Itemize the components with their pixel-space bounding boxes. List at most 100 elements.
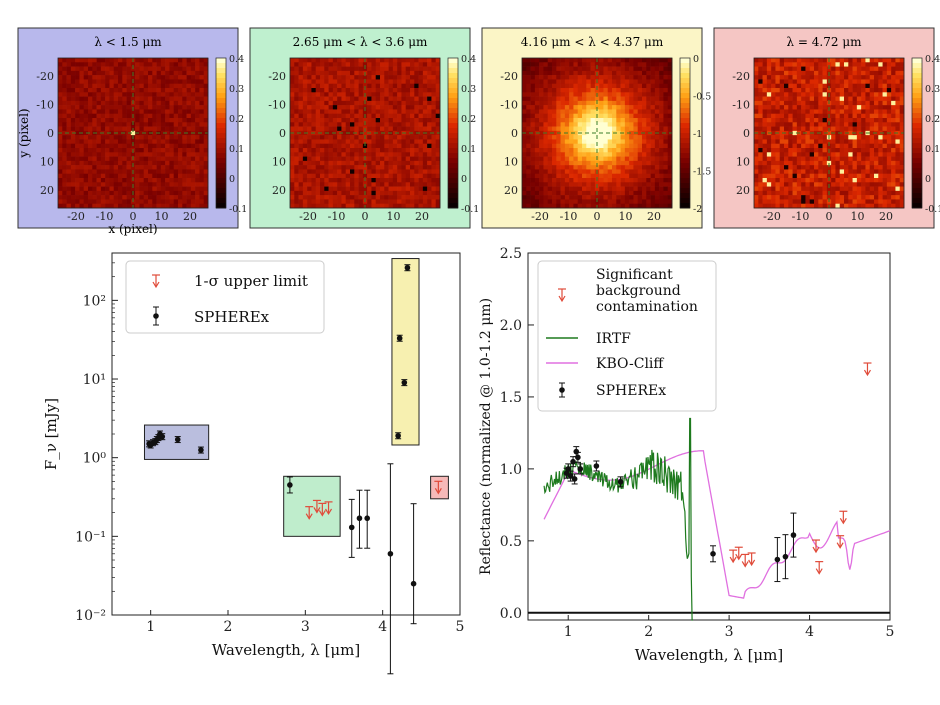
panel-title: 4.16 μm < λ < 4.37 μm: [521, 35, 664, 49]
x-tick-label: 1: [564, 624, 573, 640]
panel-title: 2.65 μm < λ < 3.6 μm: [293, 35, 428, 49]
x-tick-label: 0: [594, 210, 601, 223]
y-tick-label: 2.0: [500, 318, 522, 334]
data-point: [577, 466, 584, 472]
y-tick-label: 10: [40, 156, 54, 169]
legend: 1-σ upper limit SPHEREx: [125, 260, 325, 334]
x-tick-label: 20: [647, 210, 661, 223]
y-tick-label: -20: [268, 70, 286, 83]
image-panel-4: λ = 4.72 μm -20 -20 -10 -10 0 0 10 10 20 20 0.4 0.3 0…: [713, 27, 940, 229]
flux-chart: 1 2 3 4 5 10⁻² 10⁻¹ 10⁰ 10¹ 10² Wavelength, λ [μm]…: [42, 252, 465, 675]
data-point: [570, 458, 576, 465]
y-tick-label: 10⁻¹: [75, 529, 106, 545]
data-point: [571, 476, 578, 482]
y-tick-label: 10: [272, 156, 286, 169]
irtf-curve: [543, 417, 693, 621]
y-tick-label: 1.0: [500, 462, 522, 478]
legend-box: [125, 260, 325, 334]
y-tick-label: 0.0: [500, 606, 522, 622]
data-point: [348, 524, 355, 531]
data-point: [567, 473, 574, 479]
x-tick-label: -20: [763, 210, 781, 223]
image-panel-2: 2.65 μm < λ < 3.6 μm -20 -20 -10 -10 0 0 10 10 20…: [249, 27, 496, 229]
data-point: [774, 556, 781, 563]
colorbar-tick: 0.4: [229, 54, 244, 65]
x-tick-label: 10: [619, 210, 633, 223]
data-point: [159, 433, 166, 440]
x-tick-label: 1: [146, 619, 155, 635]
x-tick-label: -10: [792, 210, 810, 223]
data-point: [174, 436, 181, 443]
colorbar-tick: 0.2: [925, 114, 940, 125]
highlight-box: [430, 475, 449, 500]
x-tick-label: 2: [224, 619, 233, 635]
colorbar-tick: 0: [925, 174, 931, 185]
y-tick-label: 20: [736, 184, 750, 197]
data-point: [710, 550, 716, 557]
y-tick-label: -20: [500, 70, 518, 83]
x-tick-label: 3: [725, 624, 734, 640]
image-panel-3: 4.16 μm < λ < 4.37 μm-20-20-10-100010102…: [481, 27, 728, 229]
colorbar-tick: 0.3: [925, 84, 940, 95]
x-tick-label: 3: [301, 619, 310, 635]
colorbar-tick: 0.3: [461, 84, 476, 95]
y-tick-label: 0: [511, 127, 518, 140]
colorbar-tick: -2: [693, 204, 702, 215]
x-tick-label: 5: [886, 624, 895, 640]
colorbar-tick: 0.2: [461, 114, 476, 125]
y-tick-label: -20: [732, 70, 750, 83]
y-tick-label: 20: [504, 184, 518, 197]
colorbar-tick: 0.4: [461, 54, 476, 65]
y-axis-label: Reflectance (normalized @ 1.0-1.2 μm): [478, 298, 494, 575]
kbo-cliff-curve: [543, 450, 891, 599]
data-point: [404, 264, 411, 271]
y-axis-label: y (pixel): [17, 108, 31, 158]
legend-label: 1-σ upper limit: [194, 272, 308, 290]
data-point: [782, 553, 789, 560]
colorbar-tick: 0.2: [229, 114, 244, 125]
colorbar-tick: 0.1: [229, 144, 244, 155]
data-point: [790, 532, 797, 538]
colorbar-tick: -1.5: [693, 167, 711, 178]
legend-label: IRTF: [596, 331, 631, 347]
y-tick-label: 0: [47, 127, 54, 140]
legend-box: [537, 260, 717, 412]
x-tick-label: -20: [67, 210, 85, 223]
x-tick-label: 5: [456, 619, 465, 635]
y-tick-label: 0: [279, 127, 286, 140]
y-tick-label: 0.5: [500, 534, 522, 550]
x-tick-label: 20: [183, 210, 197, 223]
legend-label: KBO-Cliff: [596, 356, 664, 372]
colorbar-tick: -0.1: [925, 204, 940, 215]
y-tick-label: 10¹: [83, 372, 106, 388]
y-axis-label: F_ν [mJy]: [42, 398, 60, 470]
y-tick-label: 10⁰: [83, 451, 107, 467]
x-tick-label: -10: [96, 210, 114, 223]
x-tick-label: 0: [130, 210, 137, 223]
legend-label: SPHEREx: [596, 383, 666, 399]
x-tick-label: 4: [378, 619, 387, 635]
colorbar-tick: -0.1: [229, 204, 247, 215]
x-tick-label: 2: [644, 624, 653, 640]
x-tick-label: 10: [387, 210, 401, 223]
data-point: [575, 454, 581, 461]
y-tick-label: 10: [736, 156, 750, 169]
panel-title: λ < 1.5 μm: [94, 35, 162, 49]
y-tick-label: 10: [504, 156, 518, 169]
data-point: [198, 447, 204, 453]
data-point: [364, 515, 371, 522]
panel-title: λ = 4.72 μm: [787, 35, 863, 49]
data-point: [396, 335, 403, 342]
y-tick-label: -10: [36, 99, 54, 112]
x-axis-label: Wavelength, λ [μm]: [212, 641, 361, 659]
x-tick-label: 4: [805, 624, 814, 640]
data-point: [593, 463, 600, 469]
reflectance-chart: 1 2 3 4 5 0.0 0.5 1.0 1.5 2.0 2.5 Wavelength, λ [μm…: [478, 246, 894, 664]
legend-label: contamination: [596, 299, 698, 315]
x-tick-label: 10: [155, 210, 169, 223]
highlight-box: [391, 258, 420, 446]
y-tick-label: 2.5: [500, 246, 522, 262]
x-tick-label: 10: [851, 210, 865, 223]
plot-frame: [527, 252, 891, 621]
